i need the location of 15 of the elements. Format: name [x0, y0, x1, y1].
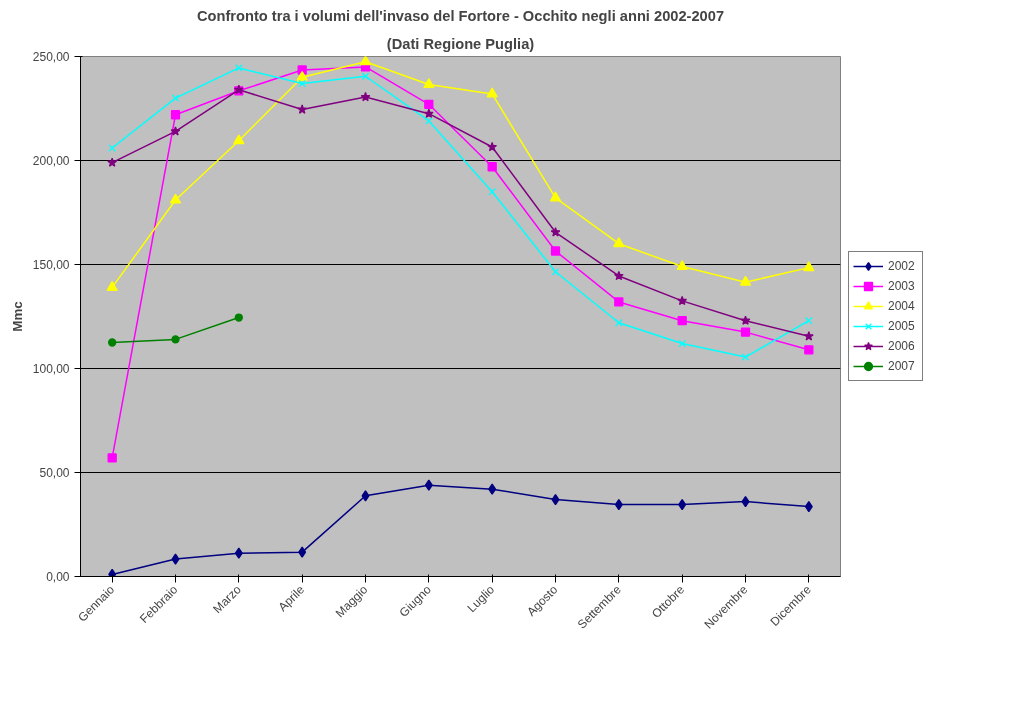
- chart-subtitle: (Dati Regione Puglia): [386, 35, 535, 52]
- y-axis-title: Mmc: [9, 300, 25, 332]
- y-tick-label: 150,00: [32, 258, 70, 272]
- y-tick-label: 100,00: [32, 362, 70, 376]
- legend-label: 2002: [888, 259, 916, 273]
- legend-label: 2006: [888, 339, 916, 353]
- y-tick-label: 50,00: [39, 466, 70, 480]
- y-tick-label: 0,00: [46, 570, 70, 584]
- legend-label: 2003: [888, 279, 916, 293]
- legend-label: 2004: [888, 299, 916, 313]
- legend-label: 2007: [888, 359, 916, 373]
- y-tick-label: 250,00: [32, 50, 70, 64]
- chart-title: Confronto tra i volumi dell'invaso del Fortore - Occhito negli anni 2002-2007: [196, 7, 725, 24]
- y-tick-label: 200,00: [32, 154, 70, 168]
- legend-label: 2005: [888, 319, 916, 333]
